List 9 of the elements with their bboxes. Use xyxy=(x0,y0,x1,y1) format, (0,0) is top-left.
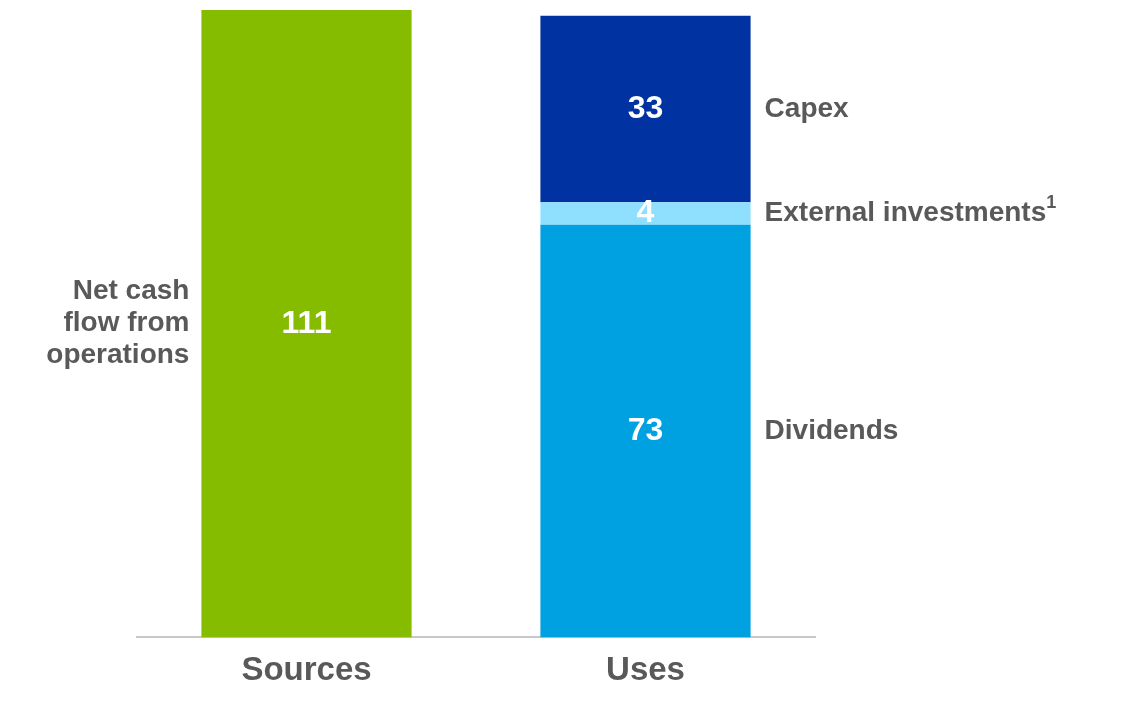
x-tick-label: Sources xyxy=(241,650,372,688)
data-label: 4 xyxy=(636,193,655,230)
data-label: 111 xyxy=(281,303,332,340)
series-label: Capex xyxy=(764,91,850,123)
series-label: Net cash flow from operations xyxy=(46,274,190,370)
series-label: Dividends xyxy=(764,413,899,445)
x-tick-label: Uses xyxy=(606,650,685,688)
data-label: 33 xyxy=(627,88,664,125)
data-label: 73 xyxy=(627,410,664,447)
